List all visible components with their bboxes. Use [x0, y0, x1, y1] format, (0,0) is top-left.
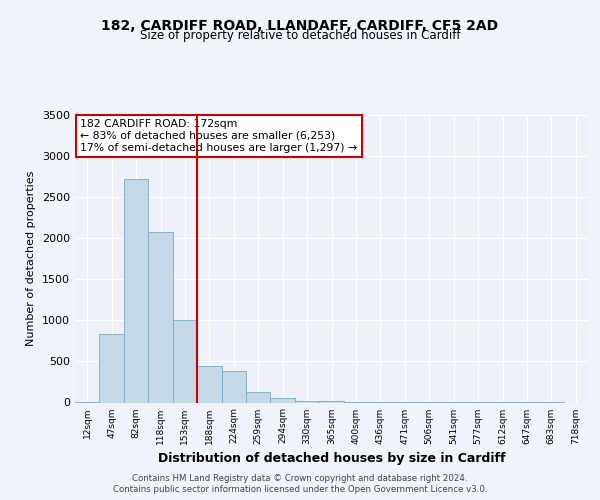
Bar — [246, 392, 271, 402]
Bar — [271, 398, 295, 402]
Bar — [124, 179, 148, 402]
Y-axis label: Number of detached properties: Number of detached properties — [26, 171, 37, 346]
Bar — [100, 334, 124, 402]
Text: Size of property relative to detached houses in Cardiff: Size of property relative to detached ho… — [140, 29, 460, 42]
Bar — [197, 366, 221, 403]
Bar — [173, 320, 197, 402]
Bar — [221, 372, 246, 402]
X-axis label: Distribution of detached houses by size in Cardiff: Distribution of detached houses by size … — [158, 452, 505, 465]
Text: 182 CARDIFF ROAD: 172sqm
← 83% of detached houses are smaller (6,253)
17% of sem: 182 CARDIFF ROAD: 172sqm ← 83% of detach… — [80, 120, 357, 152]
Bar — [148, 232, 173, 402]
Text: Contains HM Land Registry data © Crown copyright and database right 2024.
Contai: Contains HM Land Registry data © Crown c… — [113, 474, 487, 494]
Text: 182, CARDIFF ROAD, LLANDAFF, CARDIFF, CF5 2AD: 182, CARDIFF ROAD, LLANDAFF, CARDIFF, CF… — [101, 18, 499, 32]
Bar — [295, 401, 319, 402]
